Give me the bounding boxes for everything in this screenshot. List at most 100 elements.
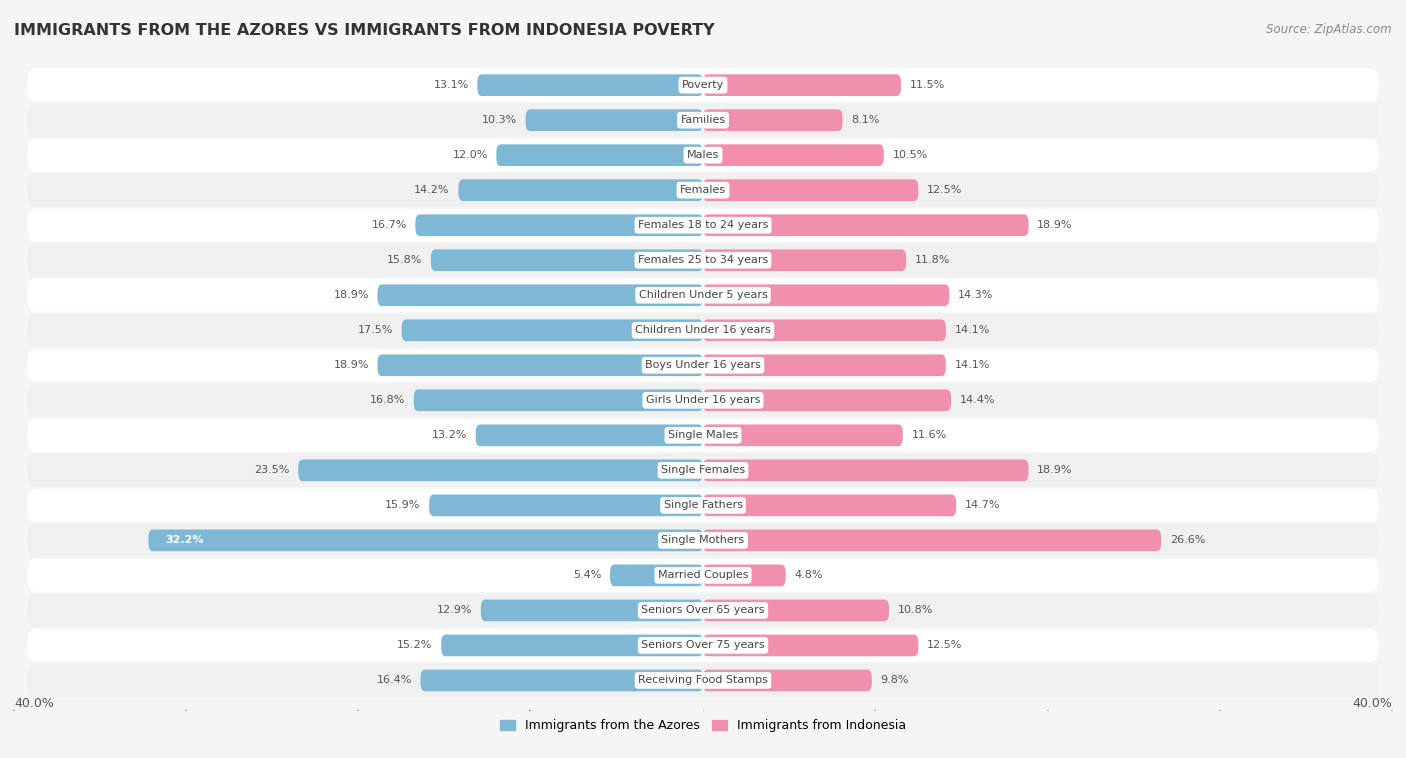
Text: 8.1%: 8.1% [851,115,880,125]
FancyBboxPatch shape [703,74,901,96]
FancyBboxPatch shape [703,215,1029,236]
FancyBboxPatch shape [703,319,946,341]
Text: 26.6%: 26.6% [1170,535,1205,545]
Text: 5.4%: 5.4% [574,570,602,581]
FancyBboxPatch shape [28,349,1378,382]
FancyBboxPatch shape [298,459,703,481]
Text: 18.9%: 18.9% [1038,221,1073,230]
Text: 14.4%: 14.4% [960,396,995,406]
FancyBboxPatch shape [703,600,889,622]
FancyBboxPatch shape [415,215,703,236]
FancyBboxPatch shape [526,109,703,131]
FancyBboxPatch shape [703,180,918,201]
FancyBboxPatch shape [703,459,1029,481]
Text: Girls Under 16 years: Girls Under 16 years [645,396,761,406]
Text: Children Under 5 years: Children Under 5 years [638,290,768,300]
FancyBboxPatch shape [703,634,918,656]
FancyBboxPatch shape [420,669,703,691]
Text: 11.6%: 11.6% [911,431,946,440]
Text: Females 25 to 34 years: Females 25 to 34 years [638,255,768,265]
Text: 13.2%: 13.2% [432,431,467,440]
Text: Receiving Food Stamps: Receiving Food Stamps [638,675,768,685]
Text: 16.4%: 16.4% [377,675,412,685]
Text: Married Couples: Married Couples [658,570,748,581]
Text: 18.9%: 18.9% [333,360,368,370]
Text: 16.7%: 16.7% [371,221,406,230]
Text: Females: Females [681,185,725,196]
Text: 12.9%: 12.9% [437,606,472,615]
Legend: Immigrants from the Azores, Immigrants from Indonesia: Immigrants from the Azores, Immigrants f… [495,714,911,738]
FancyBboxPatch shape [28,594,1378,627]
FancyBboxPatch shape [703,109,842,131]
FancyBboxPatch shape [703,390,950,411]
Text: 17.5%: 17.5% [357,325,392,335]
FancyBboxPatch shape [28,419,1378,452]
Text: 18.9%: 18.9% [1038,465,1073,475]
FancyBboxPatch shape [28,384,1378,417]
FancyBboxPatch shape [28,314,1378,346]
Text: Single Mothers: Single Mothers [661,535,745,545]
FancyBboxPatch shape [28,208,1378,242]
Text: 16.8%: 16.8% [370,396,405,406]
Text: Poverty: Poverty [682,80,724,90]
Text: 13.1%: 13.1% [433,80,468,90]
Text: 15.9%: 15.9% [385,500,420,510]
Text: 14.1%: 14.1% [955,360,990,370]
FancyBboxPatch shape [703,494,956,516]
FancyBboxPatch shape [441,634,703,656]
Text: 4.8%: 4.8% [794,570,823,581]
FancyBboxPatch shape [458,180,703,201]
FancyBboxPatch shape [149,530,703,551]
FancyBboxPatch shape [377,284,703,306]
FancyBboxPatch shape [703,355,946,376]
FancyBboxPatch shape [703,530,1161,551]
FancyBboxPatch shape [429,494,703,516]
FancyBboxPatch shape [413,390,703,411]
Text: Males: Males [688,150,718,160]
FancyBboxPatch shape [28,629,1378,662]
FancyBboxPatch shape [377,355,703,376]
FancyBboxPatch shape [703,249,907,271]
Text: 11.8%: 11.8% [915,255,950,265]
Text: 10.3%: 10.3% [482,115,517,125]
Text: 12.0%: 12.0% [453,150,488,160]
Text: 23.5%: 23.5% [254,465,290,475]
Text: 12.5%: 12.5% [927,185,962,196]
Text: 40.0%: 40.0% [1353,697,1392,709]
FancyBboxPatch shape [478,74,703,96]
FancyBboxPatch shape [703,284,949,306]
FancyBboxPatch shape [28,524,1378,557]
FancyBboxPatch shape [703,669,872,691]
Text: 14.3%: 14.3% [957,290,993,300]
Text: Females 18 to 24 years: Females 18 to 24 years [638,221,768,230]
FancyBboxPatch shape [430,249,703,271]
Text: IMMIGRANTS FROM THE AZORES VS IMMIGRANTS FROM INDONESIA POVERTY: IMMIGRANTS FROM THE AZORES VS IMMIGRANTS… [14,23,714,38]
Text: Seniors Over 65 years: Seniors Over 65 years [641,606,765,615]
FancyBboxPatch shape [703,424,903,446]
Text: Seniors Over 75 years: Seniors Over 75 years [641,641,765,650]
Text: Children Under 16 years: Children Under 16 years [636,325,770,335]
Text: Boys Under 16 years: Boys Under 16 years [645,360,761,370]
Text: 11.5%: 11.5% [910,80,945,90]
FancyBboxPatch shape [496,144,703,166]
Text: 14.1%: 14.1% [955,325,990,335]
FancyBboxPatch shape [402,319,703,341]
FancyBboxPatch shape [28,69,1378,102]
FancyBboxPatch shape [481,600,703,622]
FancyBboxPatch shape [703,144,884,166]
Text: 40.0%: 40.0% [14,697,53,709]
FancyBboxPatch shape [28,104,1378,136]
Text: 14.7%: 14.7% [965,500,1000,510]
FancyBboxPatch shape [28,664,1378,697]
Text: 10.8%: 10.8% [897,606,934,615]
Text: 10.5%: 10.5% [893,150,928,160]
FancyBboxPatch shape [28,244,1378,277]
FancyBboxPatch shape [703,565,786,586]
FancyBboxPatch shape [28,174,1378,207]
Text: 18.9%: 18.9% [333,290,368,300]
Text: 15.2%: 15.2% [398,641,433,650]
Text: 15.8%: 15.8% [387,255,422,265]
Text: Single Fathers: Single Fathers [664,500,742,510]
FancyBboxPatch shape [28,489,1378,522]
Text: 12.5%: 12.5% [927,641,962,650]
